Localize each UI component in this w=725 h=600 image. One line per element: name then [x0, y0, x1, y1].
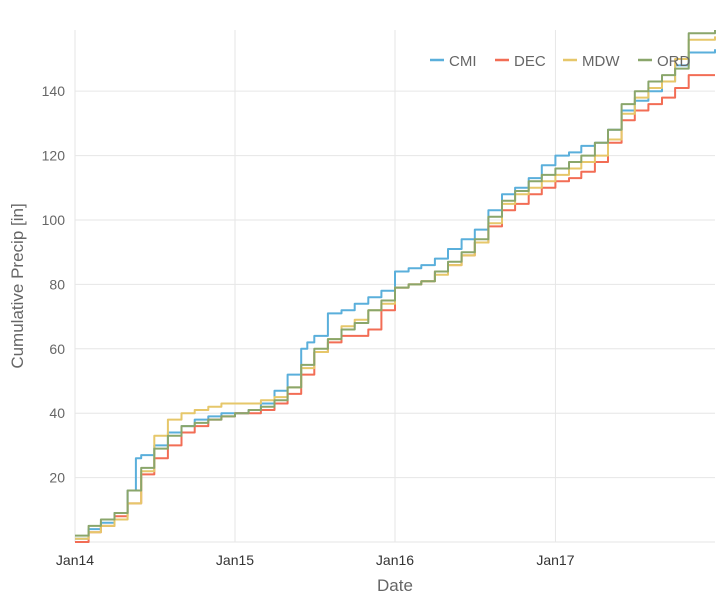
- y-tick-label: 100: [42, 212, 66, 228]
- legend-label: CMI: [449, 53, 477, 70]
- x-axis-title: Date: [377, 576, 413, 595]
- legend-item-cmi[interactable]: CMI: [430, 53, 477, 70]
- legend[interactable]: CMI DEC MDW ORD: [430, 53, 691, 70]
- x-axis-ticks: Jan14 Jan15 Jan16 Jan17: [56, 552, 575, 568]
- series-line-ord[interactable]: [75, 30, 716, 537]
- legend-label: ORD: [657, 53, 691, 70]
- legend-item-dec[interactable]: DEC: [495, 53, 546, 70]
- y-tick-label: 120: [42, 148, 66, 164]
- x-tick-label: Jan15: [216, 552, 254, 568]
- y-tick-label: 60: [49, 341, 65, 357]
- y-axis-title: Cumulative Precip [in]: [8, 203, 27, 368]
- y-tick-label: 140: [42, 83, 66, 99]
- y-axis-ticks: 20 40 60 80 100 120 140: [42, 83, 66, 485]
- y-tick-label: 80: [49, 276, 65, 292]
- legend-label: DEC: [514, 53, 546, 70]
- x-tick-label: Jan16: [376, 552, 414, 568]
- y-tick-label: 40: [49, 405, 65, 421]
- legend-label: MDW: [582, 53, 620, 70]
- y-tick-label: 20: [49, 470, 65, 486]
- x-tick-label: Jan14: [56, 552, 94, 568]
- series-layer: [75, 30, 716, 543]
- legend-item-ord[interactable]: ORD: [638, 53, 691, 70]
- legend-item-mdw[interactable]: MDW: [563, 53, 620, 70]
- x-tick-label: Jan17: [536, 552, 574, 568]
